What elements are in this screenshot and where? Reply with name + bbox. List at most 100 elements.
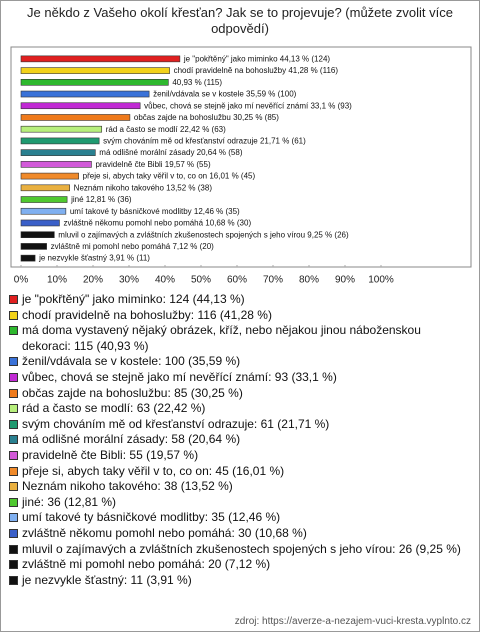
- bar: [20, 125, 103, 133]
- legend-swatch: [9, 326, 18, 336]
- chart: 0% 10% 20% 30% 40% 50% 60% 70% 80% 90% 100% je "pok…: [10, 46, 472, 286]
- bar-label: občas zajde na bohoslužbu 30,25 % (85): [134, 113, 279, 122]
- legend-label: rád a často se modlí: 63 (22,42 %): [22, 401, 206, 416]
- legend-item: zvláštně mi pomohl nebo pomáhá: 20 (7,12…: [9, 557, 471, 573]
- bar: [20, 55, 181, 63]
- bar: [20, 231, 55, 238]
- legend-label: je nezvykle šťastný: 11 (3,91 %): [22, 572, 192, 587]
- x-tick-label: 90%: [335, 275, 355, 286]
- legend-swatch: [9, 482, 18, 492]
- legend-swatch: [9, 419, 18, 429]
- x-tick-label: 60%: [227, 275, 247, 286]
- bar: [20, 114, 131, 121]
- legend-label: jiné: 36 (12,81 %): [22, 494, 117, 509]
- x-tick-label: 10%: [47, 275, 67, 286]
- bar-label: zvláštně někomu pomohl nebo pomáhá 10,68…: [63, 219, 251, 228]
- legend-label: má odlišné morální zásady: 58 (20,64 %): [22, 432, 241, 447]
- legend-label: mluvil o zajímavých a zvláštních zkušeno…: [22, 541, 461, 556]
- legend-label: zvláštně někomu pomohl nebo pomáhá: 30 (…: [22, 525, 307, 540]
- legend-label: umí takové ty básničkové modlitby: 35 (1…: [22, 510, 281, 525]
- legend-label: ženil/vdávala se v kostele: 100 (35,59 %…: [22, 354, 241, 369]
- chart-title: Je někdo z Vašeho okolí křesťan? Jak se …: [27, 5, 453, 36]
- legend-swatch: [9, 575, 18, 585]
- bar: [20, 79, 169, 86]
- legend-label: svým chováním mě od křesťanství odrazuje…: [22, 416, 330, 431]
- legend-label: přeje si, abych taky věřil v to, co on: …: [22, 463, 285, 478]
- bar-label: chodí pravidelně na bohoslužby 41,28 % (…: [174, 66, 339, 75]
- x-tick-label: 50%: [191, 275, 211, 286]
- bar-label: přeje si, abych taky věřil v to, co on 1…: [83, 172, 256, 181]
- legend-swatch: [9, 435, 18, 445]
- legend-item: zvláštně někomu pomohl nebo pomáhá: 30 (…: [9, 526, 471, 542]
- legend-item: ženil/vdávala se v kostele: 100 (35,59 %…: [9, 354, 471, 370]
- legend-label: chodí pravidelně na bohoslužby: 116 (41,…: [22, 307, 272, 322]
- legend-swatch: [9, 404, 18, 414]
- bar-label: rád a často se modlí 22,42 % (63): [106, 125, 226, 134]
- legend-item: pravidelně čte Bibli: 55 (19,57 %): [9, 448, 471, 464]
- legend-swatch: [9, 560, 18, 570]
- legend-label: pravidelně čte Bibli: 55 (19,57 %): [22, 447, 199, 462]
- legend-item: vůbec, chová se stejně jako mí nevěřící …: [9, 370, 471, 386]
- bar: [20, 243, 47, 250]
- bar-label: je "pokřtěný" jako miminko 44,13 % (124): [183, 54, 331, 63]
- x-tick-label: 80%: [299, 275, 319, 286]
- bar-label: jiné 12,81 % (36): [70, 195, 132, 204]
- bar-label: umí takové ty básničkové modlitby 12,46 …: [70, 207, 240, 216]
- legend-swatch: [9, 450, 18, 460]
- legend-item: rád a často se modlí: 63 (22,42 %): [9, 401, 471, 417]
- legend-swatch: [9, 372, 18, 382]
- x-tick-label: 100%: [368, 275, 394, 286]
- legend-item: je nezvykle šťastný: 11 (3,91 %): [9, 573, 471, 589]
- bar: [20, 161, 92, 168]
- legend-label: občas zajde na bohoslužbu: 85 (30,25 %): [22, 385, 243, 400]
- legend-swatch: [9, 295, 18, 304]
- bar: [20, 67, 170, 74]
- legend-item: svým chováním mě od křesťanství odrazuje…: [9, 417, 471, 433]
- legend-swatch: [9, 357, 18, 367]
- x-tick-label: 30%: [119, 275, 139, 286]
- legend-item: je "pokřtěný" jako miminko: 124 (44,13 %…: [9, 292, 471, 308]
- legend-label: je "pokřtěný" jako miminko: 124 (44,13 %…: [22, 292, 245, 306]
- bar-label: Neznám nikoho takového 13,52 % (38): [74, 183, 213, 192]
- legend-item: mluvil o zajímavých a zvláštních zkušeno…: [9, 542, 471, 558]
- legend-item: má odlišné morální zásady: 58 (20,64 %): [9, 432, 471, 448]
- legend-label: zvláštně mi pomohl nebo pomáhá: 20 (7,12…: [22, 557, 271, 572]
- x-tick-label: 20%: [83, 275, 103, 286]
- legend-item: umí takové ty básničkové modlitby: 35 (1…: [9, 510, 471, 526]
- legend-label: má doma vystavený nějaký obrázek, kříž, …: [22, 323, 421, 353]
- bar: [20, 219, 60, 227]
- bar-label: mluvil o zajímavých a zvláštních zkušeno…: [58, 230, 349, 239]
- legend-swatch: [9, 497, 18, 507]
- legend-swatch: [9, 544, 18, 554]
- bar-label: ženil/vdávala se v kostele 35,59 % (100): [153, 90, 297, 99]
- x-tick-label: 40%: [155, 275, 175, 286]
- legend-label: Neznám nikoho takového: 38 (13,52 %): [22, 479, 233, 494]
- bar: [20, 254, 36, 262]
- bar-label: je nezvykle šťastný 3,91 % (11): [38, 254, 150, 263]
- legend-label: vůbec, chová se stejně jako mí nevěřící …: [22, 369, 337, 384]
- bar: [20, 149, 96, 156]
- legend-item: chodí pravidelně na bohoslužby: 116 (41,…: [9, 308, 471, 324]
- bar-label: svým chováním mě od křesťanství odrazuje…: [103, 137, 306, 146]
- bar-label: má odlišné morální zásady 20,64 % (58): [99, 148, 243, 157]
- bar: [20, 196, 68, 203]
- bar: [20, 137, 100, 145]
- legend-item: občas zajde na bohoslužbu: 85 (30,25 %): [9, 386, 471, 402]
- legend-item: přeje si, abych taky věřil v to, co on: …: [9, 464, 471, 480]
- bar-label: zvláštně mi pomohl nebo pomáhá 7,12 % (2…: [51, 242, 215, 251]
- legend-swatch: [9, 310, 18, 320]
- legend: je "pokřtěný" jako miminko: 124 (44,13 %…: [9, 292, 471, 588]
- bar: [20, 102, 141, 110]
- legend-item: Neznám nikoho takového: 38 (13,52 %): [9, 479, 471, 495]
- source: zdroj: https://averze-a-nezajem-vuci-kre…: [234, 616, 471, 627]
- x-tick-label: 70%: [263, 275, 283, 286]
- bar-label: pravidelně čte Bibli 19,57 % (55): [95, 160, 211, 169]
- legend-item: jiné: 36 (12,81 %): [9, 495, 471, 511]
- bar: [20, 172, 79, 180]
- bar: [20, 207, 67, 215]
- legend-swatch: [9, 388, 18, 398]
- legend-item: má doma vystavený nějaký obrázek, kříž, …: [9, 323, 471, 354]
- bar-label: 40,93 % (115): [172, 78, 222, 87]
- bar: [20, 184, 70, 192]
